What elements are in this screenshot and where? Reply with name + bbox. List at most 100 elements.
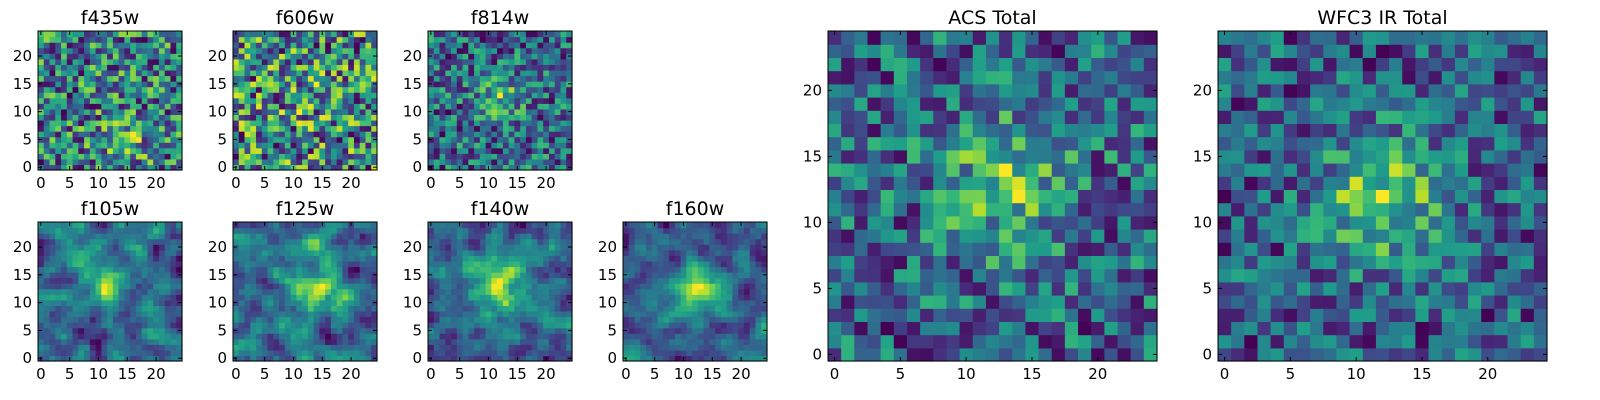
heatmap-cell bbox=[456, 244, 464, 251]
heatmap-cell bbox=[279, 47, 286, 54]
heatmap-cell bbox=[244, 131, 251, 138]
heatmap-cell bbox=[743, 249, 751, 256]
heatmap-cell bbox=[336, 114, 344, 121]
heatmap-cell bbox=[959, 347, 974, 362]
heatmap-cell bbox=[284, 97, 292, 104]
heatmap-cell bbox=[1091, 202, 1105, 217]
heatmap-cell bbox=[485, 103, 492, 110]
heatmap-cell bbox=[164, 288, 172, 295]
heatmap-cell bbox=[525, 327, 533, 334]
heatmap-cell bbox=[359, 327, 367, 334]
heatmap-cell bbox=[959, 334, 974, 349]
heatmap-cell bbox=[267, 142, 274, 149]
heatmap-cell bbox=[66, 131, 74, 138]
heatmap-cell bbox=[663, 260, 670, 268]
heatmap-cell bbox=[738, 327, 745, 334]
heatmap-cell bbox=[514, 249, 521, 256]
heatmap-cell bbox=[628, 333, 636, 340]
heatmap-cell bbox=[933, 308, 948, 322]
heatmap-cell bbox=[634, 288, 641, 295]
heatmap-cell bbox=[491, 327, 498, 334]
heatmap-cell bbox=[657, 333, 664, 340]
heatmap-cell bbox=[290, 310, 297, 318]
heatmap-cell bbox=[107, 233, 114, 240]
heatmap-cell bbox=[508, 36, 515, 43]
heatmap-cell bbox=[749, 222, 757, 229]
heatmap-cell bbox=[497, 92, 504, 99]
heatmap-cell bbox=[61, 244, 68, 251]
heatmap-cell bbox=[353, 260, 361, 268]
x-tick-label: 20 bbox=[147, 174, 166, 192]
heatmap-cell bbox=[302, 119, 309, 127]
heatmap-cell bbox=[732, 355, 739, 362]
heatmap-cell bbox=[158, 147, 166, 154]
heatmap-cell bbox=[49, 272, 56, 279]
heatmap-cell bbox=[972, 321, 987, 336]
heatmap-cell bbox=[543, 333, 550, 340]
heatmap-cell bbox=[130, 333, 137, 340]
heatmap-cell bbox=[244, 47, 251, 54]
heatmap-cell bbox=[112, 294, 120, 301]
heatmap-cell bbox=[623, 255, 630, 262]
heatmap-cell bbox=[1025, 189, 1040, 204]
heatmap-cell bbox=[474, 136, 481, 143]
heatmap-cell bbox=[135, 86, 143, 93]
heatmap-cell bbox=[732, 310, 739, 318]
heatmap-cell bbox=[61, 114, 68, 121]
heatmap-cell bbox=[319, 103, 326, 110]
heatmap-cell bbox=[428, 131, 435, 138]
heatmap-cell bbox=[543, 322, 550, 329]
heatmap-cell bbox=[520, 108, 527, 115]
heatmap-cell bbox=[880, 347, 895, 362]
heatmap-cell bbox=[525, 53, 533, 60]
heatmap-cell bbox=[348, 86, 355, 93]
heatmap-cell bbox=[537, 327, 544, 334]
heatmap-cell bbox=[1051, 268, 1066, 283]
heatmap-cell bbox=[428, 255, 435, 262]
heatmap-cell bbox=[531, 333, 539, 340]
heatmap-cell bbox=[365, 119, 372, 127]
heatmap-cell bbox=[244, 222, 251, 229]
heatmap-cell bbox=[325, 294, 332, 301]
heatmap-cell bbox=[514, 322, 521, 329]
heatmap-cell bbox=[176, 86, 183, 93]
heatmap-cell bbox=[646, 294, 653, 301]
heatmap-cell bbox=[319, 344, 326, 351]
heatmap-cell bbox=[548, 249, 556, 256]
heatmap-cell bbox=[451, 255, 458, 262]
heatmap-cell bbox=[55, 305, 62, 312]
heatmap-cell bbox=[554, 338, 562, 345]
heatmap-cell bbox=[141, 238, 149, 245]
heatmap-cell bbox=[525, 238, 533, 245]
heatmap-cell bbox=[130, 69, 137, 77]
heatmap-cell bbox=[107, 125, 114, 132]
heatmap-cell bbox=[1051, 189, 1066, 204]
heatmap-cell bbox=[1130, 202, 1145, 217]
heatmap-cell bbox=[531, 108, 539, 115]
heatmap-cell bbox=[49, 53, 56, 60]
heatmap-cell bbox=[153, 227, 160, 234]
heatmap-cell bbox=[118, 299, 125, 306]
heatmap-cell bbox=[101, 222, 108, 229]
heatmap-cell bbox=[176, 305, 183, 312]
heatmap-cell bbox=[244, 294, 251, 301]
heatmap-cell bbox=[250, 125, 257, 132]
heatmap-cell bbox=[462, 233, 469, 240]
heatmap-cell bbox=[170, 272, 177, 279]
heatmap-cell bbox=[296, 260, 303, 268]
heatmap-cell bbox=[646, 333, 653, 340]
heatmap-cell bbox=[95, 349, 102, 357]
heatmap-cell bbox=[72, 58, 79, 65]
heatmap-cell bbox=[107, 266, 114, 273]
heatmap-cell bbox=[703, 222, 710, 229]
heatmap-cell bbox=[135, 92, 143, 99]
heatmap-cell bbox=[290, 42, 297, 49]
heatmap-cell bbox=[66, 64, 74, 71]
heatmap-cell bbox=[959, 255, 974, 270]
heatmap-cell bbox=[508, 255, 515, 262]
heatmap-cell bbox=[623, 316, 630, 323]
heatmap-cell bbox=[920, 295, 934, 309]
heatmap-cell bbox=[485, 36, 492, 43]
heatmap-cell bbox=[325, 131, 332, 138]
heatmap-cell bbox=[101, 136, 108, 143]
